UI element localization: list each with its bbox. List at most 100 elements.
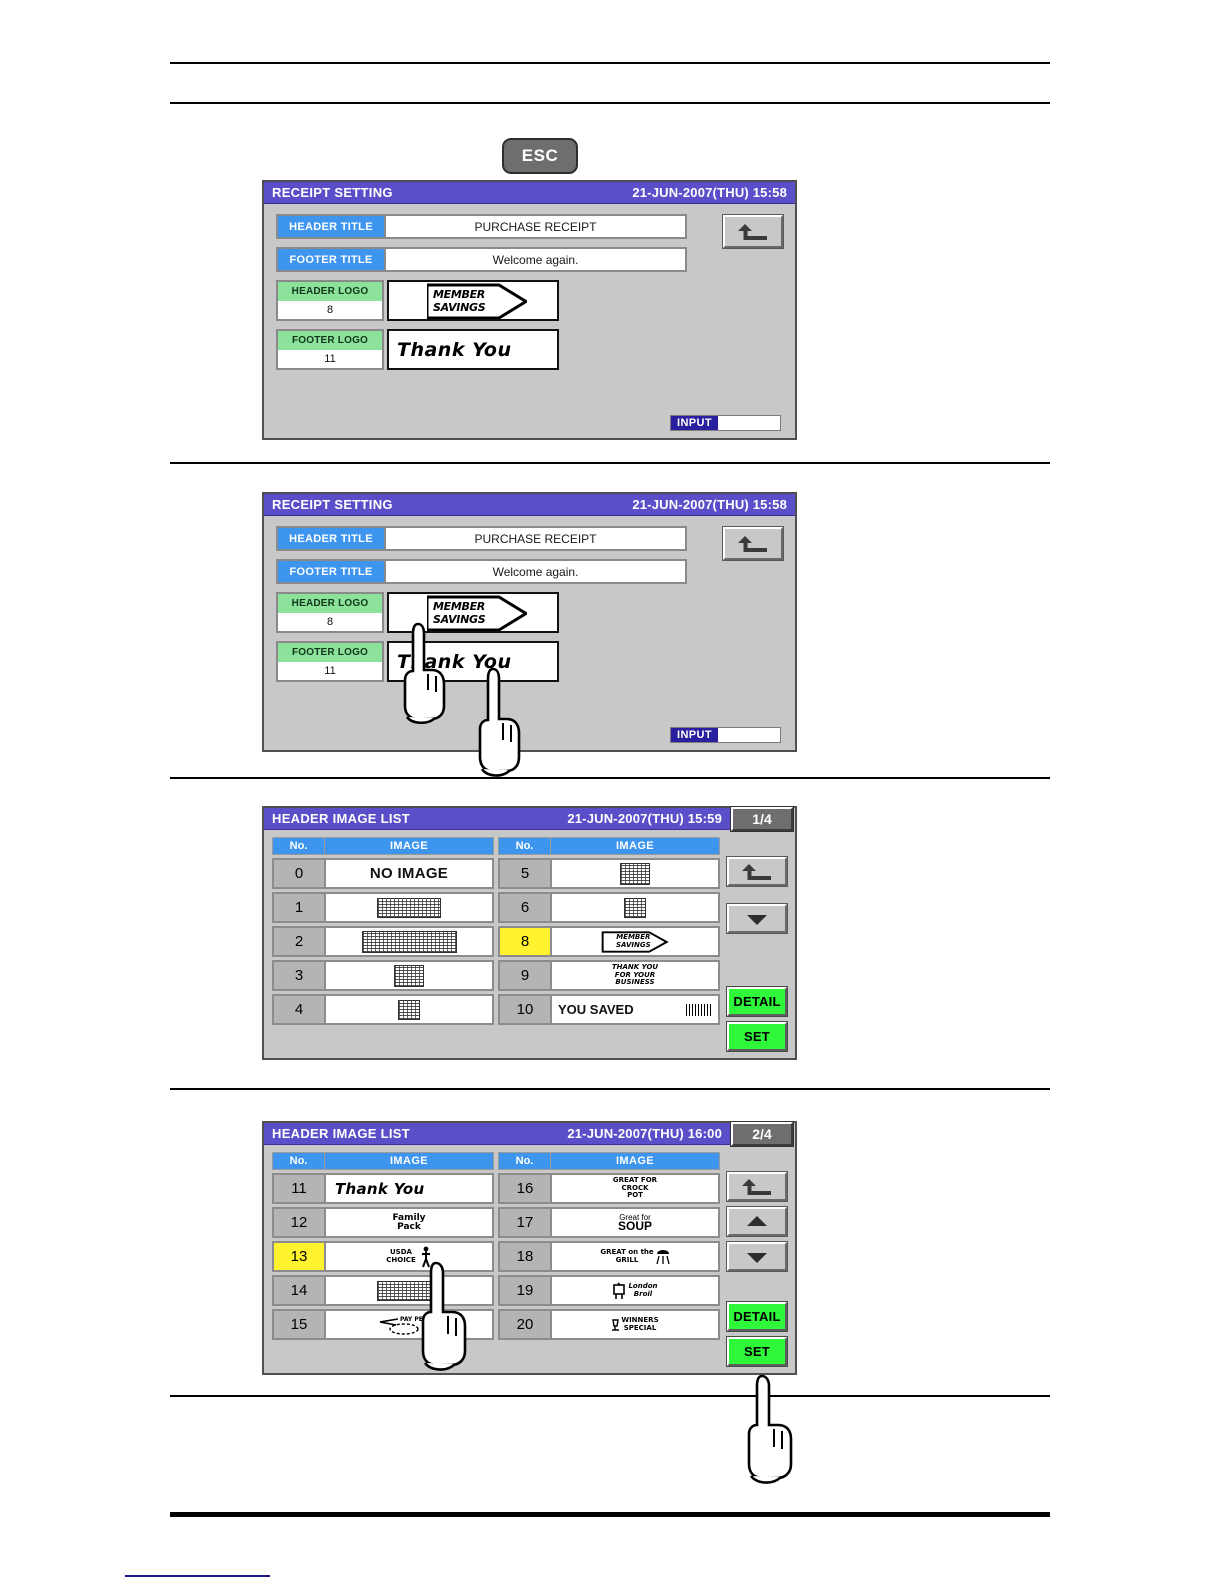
table-row[interactable]: 16 GREAT FOR CROCK POT [498, 1173, 720, 1204]
row-image[interactable]: PAY PET [324, 1309, 494, 1340]
table-row[interactable]: 17 Great for SOUP [498, 1207, 720, 1238]
page-indicator[interactable]: 1/4 [731, 807, 793, 831]
page-indicator[interactable]: 2/4 [731, 1122, 793, 1146]
footer-logo-number[interactable]: 11 [278, 350, 382, 368]
page-up-button[interactable] [727, 1207, 787, 1236]
set-button[interactable]: SET [727, 1022, 787, 1051]
page-down-button[interactable] [727, 904, 787, 933]
esc-key[interactable]: ESC [502, 138, 578, 174]
footer-logo-selector[interactable]: FOOTER LOGO 11 [276, 329, 384, 370]
table-row[interactable]: 20 WINNERS SPECIAL [498, 1309, 720, 1340]
row-image[interactable] [324, 994, 494, 1025]
row-number[interactable]: 19 [498, 1275, 550, 1306]
row-number[interactable]: 8 [498, 926, 550, 957]
row-image[interactable]: GREAT on the GRILL [550, 1241, 720, 1272]
back-button[interactable] [727, 857, 787, 886]
row-image[interactable]: USDA CHOICE [324, 1241, 494, 1272]
footer-logo-number[interactable]: 11 [278, 662, 382, 680]
table-row[interactable]: 2 [272, 926, 494, 957]
row-number[interactable]: 2 [272, 926, 324, 957]
row-number[interactable]: 4 [272, 994, 324, 1025]
header-title-row[interactable]: HEADER TITLE PURCHASE RECEIPT [276, 526, 687, 551]
row-image[interactable]: Thank You [324, 1173, 494, 1204]
table-row[interactable]: 6 [498, 892, 720, 923]
input-field[interactable] [718, 728, 780, 742]
table-row[interactable]: 1 [272, 892, 494, 923]
row-number[interactable]: 12 [272, 1207, 324, 1238]
page-down-button[interactable] [727, 1242, 787, 1271]
header-logo-number[interactable]: 8 [278, 301, 382, 319]
table-row[interactable]: 0 NO IMAGE [272, 858, 494, 889]
header-logo-preview[interactable]: MEMBER SAVINGS [387, 592, 559, 633]
row-number[interactable]: 11 [272, 1173, 324, 1204]
row-image[interactable]: WINNERS SPECIAL [550, 1309, 720, 1340]
table-row[interactable]: 3 [272, 960, 494, 991]
row-image[interactable] [324, 892, 494, 923]
row-number[interactable]: 5 [498, 858, 550, 889]
header-logo-selector[interactable]: HEADER LOGO 8 [276, 280, 384, 321]
row-image[interactable]: YOU SAVED [550, 994, 720, 1025]
row-number[interactable]: 17 [498, 1207, 550, 1238]
row-number[interactable]: 18 [498, 1241, 550, 1272]
row-image[interactable] [550, 858, 720, 889]
input-field[interactable] [718, 416, 780, 430]
header-logo-row[interactable]: HEADER LOGO 8 MEMBER SAVINGS [276, 280, 687, 321]
footer-logo-preview[interactable]: Thank You [387, 329, 559, 370]
row-image[interactable] [324, 926, 494, 957]
table-row[interactable]: 9 THANK YOU FOR YOUR BUSINESS [498, 960, 720, 991]
row-number[interactable]: 13 [272, 1241, 324, 1272]
table-row[interactable]: 4 [272, 994, 494, 1025]
row-number[interactable]: 16 [498, 1173, 550, 1204]
row-image[interactable]: Family Pack [324, 1207, 494, 1238]
row-number[interactable]: 0 [272, 858, 324, 889]
table-row[interactable]: 11 Thank You [272, 1173, 494, 1204]
row-number[interactable]: 20 [498, 1309, 550, 1340]
footer-title-row[interactable]: FOOTER TITLE Welcome again. [276, 247, 687, 272]
table-row[interactable]: 8 MEMBER SAVINGS [498, 926, 720, 957]
row-image[interactable] [324, 960, 494, 991]
table-row[interactable]: 10 YOU SAVED [498, 994, 720, 1025]
table-row[interactable]: 18 GREAT on the GRILL [498, 1241, 720, 1272]
table-row[interactable]: 5 [498, 858, 720, 889]
detail-button[interactable]: DETAIL [727, 987, 787, 1016]
header-logo-preview[interactable]: MEMBER SAVINGS [387, 280, 559, 321]
row-image[interactable]: GREAT FOR CROCK POT [550, 1173, 720, 1204]
row-number[interactable]: 15 [272, 1309, 324, 1340]
row-number[interactable]: 14 [272, 1275, 324, 1306]
row-number[interactable]: 3 [272, 960, 324, 991]
footer-title-row[interactable]: FOOTER TITLE Welcome again. [276, 559, 687, 584]
row-number[interactable]: 1 [272, 892, 324, 923]
footer-logo-row[interactable]: FOOTER LOGO 11 Thank You [276, 641, 687, 682]
table-row[interactable]: 13 USDA CHOICE [272, 1241, 494, 1272]
row-image[interactable]: London Broil [550, 1275, 720, 1306]
back-button[interactable] [727, 1172, 787, 1201]
back-button[interactable] [723, 215, 783, 248]
row-number[interactable]: 9 [498, 960, 550, 991]
header-title-value[interactable]: PURCHASE RECEIPT [384, 214, 687, 239]
table-row[interactable]: 14 [272, 1275, 494, 1306]
row-number[interactable]: 6 [498, 892, 550, 923]
row-image[interactable] [550, 892, 720, 923]
footer-logo-row[interactable]: FOOTER LOGO 11 Thank You [276, 329, 687, 370]
header-logo-selector[interactable]: HEADER LOGO 8 [276, 592, 384, 633]
row-image[interactable]: NO IMAGE [324, 858, 494, 889]
table-row[interactable]: 12 Family Pack [272, 1207, 494, 1238]
header-logo-number[interactable]: 8 [278, 613, 382, 631]
footer-logo-selector[interactable]: FOOTER LOGO 11 [276, 641, 384, 682]
row-image[interactable]: THANK YOU FOR YOUR BUSINESS [550, 960, 720, 991]
footer-title-value[interactable]: Welcome again. [384, 247, 687, 272]
row-image[interactable]: MEMBER SAVINGS [550, 926, 720, 957]
row-number[interactable]: 10 [498, 994, 550, 1025]
back-button[interactable] [723, 527, 783, 560]
row-image[interactable] [324, 1275, 494, 1306]
set-button[interactable]: SET [727, 1337, 787, 1366]
header-title-row[interactable]: HEADER TITLE PURCHASE RECEIPT [276, 214, 687, 239]
detail-button[interactable]: DETAIL [727, 1302, 787, 1331]
footer-title-value[interactable]: Welcome again. [384, 559, 687, 584]
table-row[interactable]: 19 London Broil [498, 1275, 720, 1306]
table-row[interactable]: 15 PAY PET [272, 1309, 494, 1340]
row-image[interactable]: Great for SOUP [550, 1207, 720, 1238]
header-title-value[interactable]: PURCHASE RECEIPT [384, 526, 687, 551]
header-logo-row[interactable]: HEADER LOGO 8 MEMBER SAVINGS [276, 592, 687, 633]
footer-logo-preview[interactable]: Thank You [387, 641, 559, 682]
